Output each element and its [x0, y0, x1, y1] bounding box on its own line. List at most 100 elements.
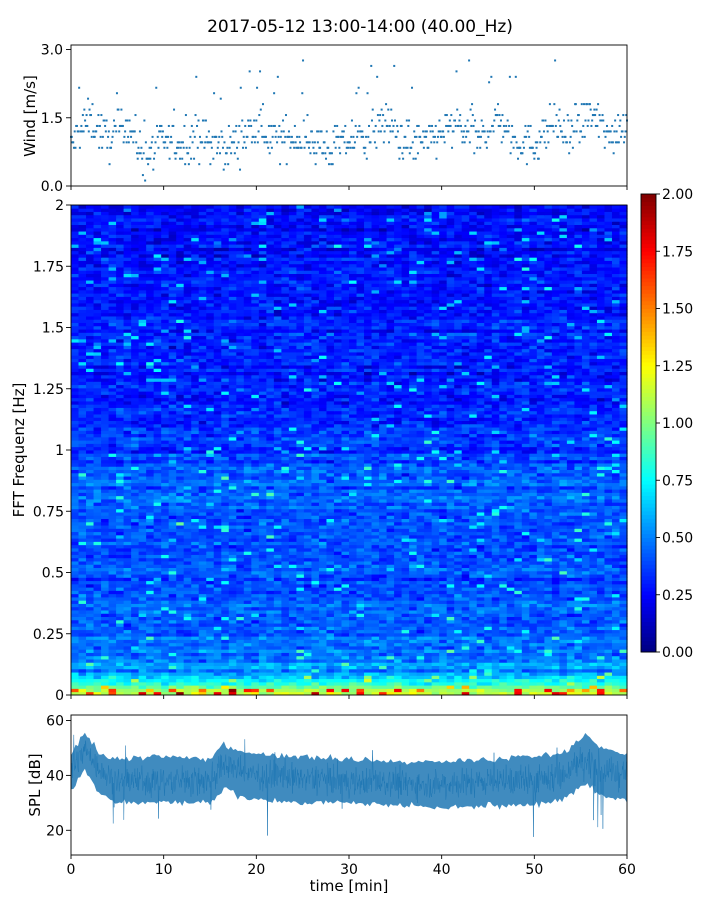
spectrogram-cell: [349, 681, 358, 686]
spectrogram-cell: [228, 554, 237, 559]
spectrogram-cell: [131, 655, 140, 660]
spectrogram-cell: [536, 531, 545, 536]
spectrogram-cell: [146, 688, 155, 693]
spectrogram-cell: [146, 583, 155, 588]
spectrogram-cell: [581, 662, 591, 666]
spectrogram-cell: [604, 685, 613, 689]
spectrogram-cell: [379, 610, 388, 614]
spectrogram-cell: [341, 518, 350, 523]
wind-point: [260, 124, 263, 127]
spectrogram-cell: [581, 668, 591, 673]
spectrogram-cell: [394, 642, 403, 647]
spectrogram-cell: [439, 557, 448, 562]
spectrogram-cell: [288, 531, 297, 536]
spectrogram-cell: [243, 521, 252, 526]
spectrogram-cell: [566, 564, 575, 568]
spectrogram-cell: [281, 675, 290, 680]
spectrogram-cell: [153, 583, 162, 588]
spectrogram-cell: [266, 544, 275, 549]
wind-point: [266, 141, 269, 144]
spectrogram-cell: [71, 561, 80, 565]
wind-point: [551, 124, 554, 127]
spectrogram-cell: [484, 574, 493, 578]
spectrogram-cell: [108, 577, 117, 582]
spectrogram-cell: [303, 508, 313, 513]
spectrogram-cell: [544, 574, 553, 578]
wind-point: [127, 135, 130, 138]
spectrogram-cell: [611, 551, 621, 555]
spectrogram-cell: [333, 580, 343, 585]
spectrogram-cell: [101, 639, 110, 644]
spectrogram-cell: [78, 564, 87, 568]
spectrogram-cell: [484, 561, 493, 565]
spectrogram-cell: [469, 672, 478, 676]
spectrogram-cell: [183, 528, 192, 533]
spectrogram-cell: [161, 665, 170, 670]
spectrogram-cell: [123, 587, 132, 591]
spectrogram-cell: [318, 668, 328, 673]
wind-point: [487, 135, 490, 138]
spectrogram-cell: [379, 518, 388, 523]
spectrogram-cell: [221, 570, 230, 575]
spectrogram-cell: [559, 603, 568, 608]
spectrogram-cell: [153, 672, 162, 676]
wind-point: [323, 141, 326, 144]
spectrogram-cell: [589, 557, 598, 562]
spectrogram-cell: [499, 655, 508, 660]
wind-point: [327, 163, 330, 166]
spectrogram-cell: [341, 567, 350, 572]
spectrogram-cell: [424, 600, 433, 604]
spectrogram-cell: [566, 561, 575, 565]
spectrogram-cell: [183, 613, 192, 617]
spectrogram-cell: [221, 534, 230, 539]
spectrogram-cell: [221, 600, 230, 604]
spectrogram-cell: [394, 518, 403, 523]
spectrogram-cell: [146, 544, 155, 549]
spectrogram-cell: [551, 626, 560, 631]
spectrogram-cell: [506, 590, 515, 595]
wind-point: [508, 75, 511, 78]
spectrogram-cell: [446, 685, 455, 689]
spectrogram-cell: [161, 508, 170, 513]
spectrogram-cell: [604, 570, 613, 575]
spectrogram-cell: [499, 668, 508, 673]
wind-point: [406, 146, 409, 149]
spectrogram-cell: [439, 613, 448, 617]
spectrogram-cell: [349, 590, 358, 595]
spectrogram-cell: [446, 544, 455, 549]
spectrogram-cell: [131, 685, 140, 689]
spectrogram-cell: [506, 508, 515, 513]
spectrogram-cell: [424, 541, 433, 546]
wind-point: [309, 152, 312, 155]
spectrogram-cell: [386, 606, 395, 611]
spectrogram-cell: [93, 597, 102, 601]
spectrogram-cell: [123, 649, 132, 653]
spectrogram-cell: [529, 551, 538, 555]
spectrogram-cell: [379, 652, 388, 657]
spectrogram-cell: [604, 665, 613, 670]
spectrogram-cell: [394, 531, 403, 536]
wind-point: [303, 146, 306, 149]
spectrogram-cell: [108, 603, 117, 608]
spectrogram-cell: [356, 525, 365, 529]
spectrogram-cell: [281, 668, 290, 673]
spectrogram-cell: [574, 655, 583, 660]
wind-point: [588, 103, 591, 106]
spectrogram-cell: [424, 613, 433, 617]
spectrogram-cell: [446, 518, 455, 523]
spectrogram-cell: [146, 675, 155, 680]
spectrogram-cell: [604, 508, 613, 513]
spectrogram-cell: [499, 678, 508, 683]
spectrogram-cell: [213, 600, 222, 604]
spectrogram-cell: [251, 512, 260, 516]
spectrogram-cell: [153, 518, 162, 523]
wind-point: [601, 114, 604, 117]
spectrogram-cell: [243, 580, 252, 585]
spectrogram-cell: [409, 577, 418, 582]
spectrogram-cell: [581, 554, 591, 559]
wind-point: [272, 124, 275, 127]
spectrogram-cell: [318, 538, 328, 542]
spectrogram-cell: [228, 649, 237, 653]
spectrogram-cell: [439, 515, 448, 519]
wind-point: [327, 146, 330, 149]
